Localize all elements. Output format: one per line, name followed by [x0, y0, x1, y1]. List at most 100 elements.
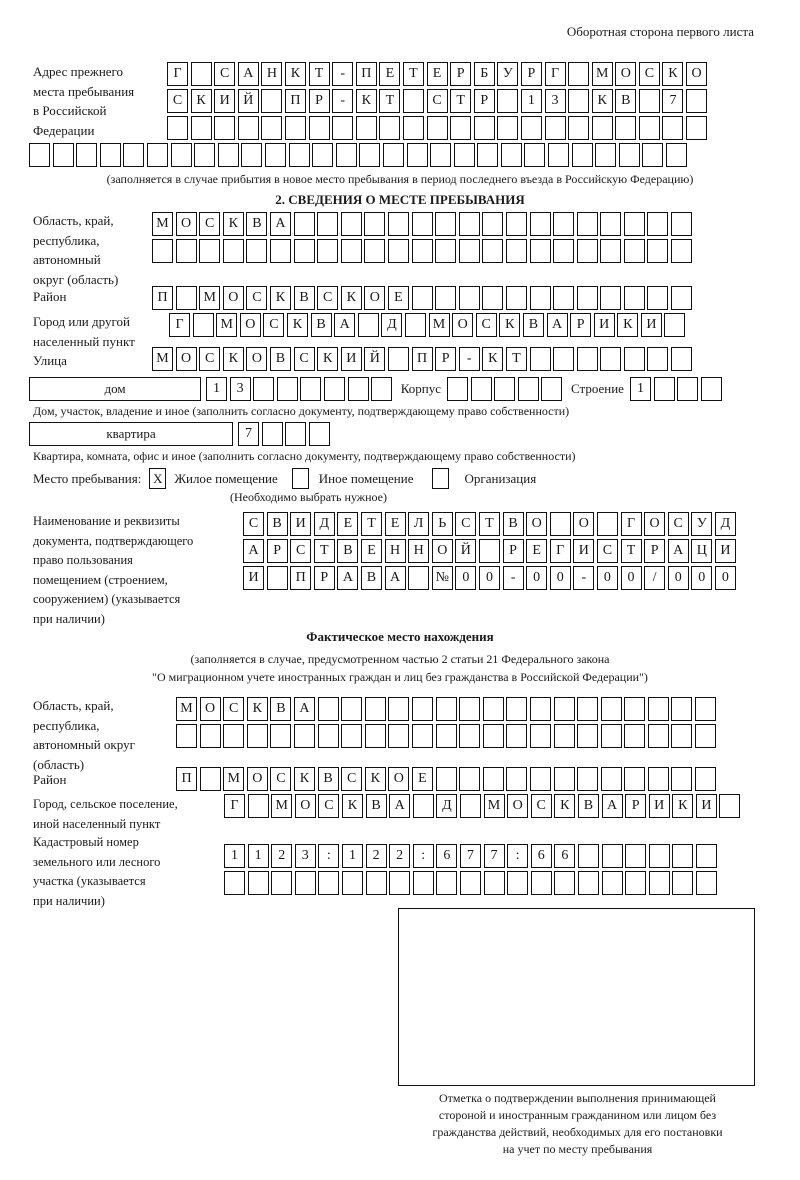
char-cell[interactable] — [387, 347, 409, 371]
char-cell[interactable]: О — [615, 62, 637, 86]
char-cell[interactable] — [625, 871, 647, 895]
char-cell[interactable] — [253, 377, 275, 401]
char-cell[interactable]: П — [152, 286, 173, 310]
char-cell[interactable] — [553, 212, 575, 236]
char-cell[interactable]: С — [667, 512, 689, 536]
char-cell[interactable]: М — [152, 347, 173, 371]
char-cell[interactable]: : — [412, 844, 434, 868]
char-cell[interactable] — [601, 844, 623, 868]
char-cell[interactable] — [293, 724, 315, 748]
char-cell[interactable]: Т — [379, 89, 401, 113]
char-cell[interactable]: С — [199, 347, 221, 371]
char-cell[interactable] — [482, 767, 504, 791]
char-cell[interactable]: В — [269, 347, 291, 371]
char-cell[interactable] — [505, 239, 527, 263]
char-cell[interactable] — [318, 871, 340, 895]
char-cell[interactable]: П — [411, 347, 433, 371]
char-cell[interactable]: Т — [620, 539, 642, 563]
char-cell[interactable] — [473, 116, 495, 140]
char-cell[interactable]: М — [483, 794, 505, 818]
char-cell[interactable] — [402, 116, 424, 140]
char-cell[interactable]: 0 — [478, 566, 500, 590]
char-cell[interactable]: 1 — [206, 377, 227, 401]
char-cell[interactable]: М — [199, 286, 221, 310]
char-cell[interactable]: Н — [408, 539, 430, 563]
char-cell[interactable]: С — [475, 313, 497, 337]
char-cell[interactable]: 3 — [294, 844, 316, 868]
char-cell[interactable] — [700, 377, 722, 401]
actual-region-row-2[interactable] — [176, 724, 719, 748]
char-cell[interactable] — [222, 239, 244, 263]
char-cell[interactable]: Т — [402, 62, 424, 86]
char-cell[interactable]: К — [317, 347, 339, 371]
char-cell[interactable] — [388, 697, 410, 721]
char-cell[interactable]: К — [286, 313, 308, 337]
char-cell[interactable]: С — [290, 539, 312, 563]
char-cell[interactable] — [642, 143, 664, 167]
char-cell[interactable] — [638, 89, 660, 113]
char-cell[interactable] — [364, 697, 386, 721]
char-cell[interactable] — [435, 286, 457, 310]
char-cell[interactable]: В — [293, 286, 315, 310]
char-cell[interactable] — [459, 697, 481, 721]
char-cell[interactable] — [293, 239, 315, 263]
char-cell[interactable]: 2 — [271, 844, 293, 868]
char-cell[interactable]: 1 — [341, 844, 363, 868]
char-cell[interactable]: С — [246, 286, 268, 310]
char-cell[interactable] — [435, 212, 457, 236]
char-cell[interactable]: № — [431, 566, 453, 590]
char-cell[interactable] — [411, 724, 433, 748]
char-cell[interactable]: И — [714, 539, 736, 563]
char-cell[interactable] — [623, 239, 645, 263]
char-cell[interactable]: О — [294, 794, 316, 818]
char-cell[interactable] — [317, 239, 339, 263]
char-cell[interactable] — [364, 724, 386, 748]
char-cell[interactable] — [364, 212, 386, 236]
char-cell[interactable]: С — [341, 767, 363, 791]
char-cell[interactable]: 0 — [455, 566, 477, 590]
stamp-area[interactable] — [398, 908, 755, 1086]
char-cell[interactable] — [568, 116, 590, 140]
char-cell[interactable] — [568, 62, 590, 86]
char-cell[interactable]: 7 — [459, 844, 481, 868]
char-cell[interactable]: А — [293, 697, 315, 721]
char-cell[interactable] — [505, 212, 527, 236]
char-cell[interactable] — [237, 116, 259, 140]
char-cell[interactable]: Н — [261, 62, 283, 86]
char-cell[interactable]: С — [596, 539, 618, 563]
char-cell[interactable] — [284, 116, 306, 140]
char-cell[interactable]: И — [640, 313, 662, 337]
char-cell[interactable] — [459, 724, 481, 748]
char-cell[interactable] — [506, 724, 528, 748]
char-cell[interactable]: Д — [436, 794, 458, 818]
char-cell[interactable] — [671, 239, 693, 263]
char-cell[interactable]: Й — [364, 347, 386, 371]
char-cell[interactable] — [600, 724, 622, 748]
char-cell[interactable] — [317, 724, 339, 748]
char-cell[interactable]: Г — [167, 62, 188, 86]
char-cell[interactable] — [288, 143, 310, 167]
char-cell[interactable]: Г — [224, 794, 245, 818]
char-cell[interactable] — [170, 143, 192, 167]
char-cell[interactable]: 6 — [554, 844, 576, 868]
char-cell[interactable]: Р — [435, 347, 457, 371]
char-cell[interactable] — [695, 724, 717, 748]
char-cell[interactable] — [435, 724, 457, 748]
char-cell[interactable]: 7 — [662, 89, 684, 113]
char-cell[interactable] — [308, 116, 330, 140]
char-cell[interactable] — [270, 724, 292, 748]
char-cell[interactable] — [695, 697, 717, 721]
char-cell[interactable] — [600, 239, 622, 263]
char-cell[interactable]: В — [577, 794, 599, 818]
char-cell[interactable]: С — [214, 62, 236, 86]
char-cell[interactable]: Р — [313, 566, 335, 590]
char-cell[interactable]: Г — [169, 313, 190, 337]
char-cell[interactable]: И — [593, 313, 615, 337]
char-cell[interactable] — [52, 143, 74, 167]
char-cell[interactable] — [340, 239, 362, 263]
char-cell[interactable] — [388, 724, 410, 748]
char-cell[interactable] — [123, 143, 145, 167]
